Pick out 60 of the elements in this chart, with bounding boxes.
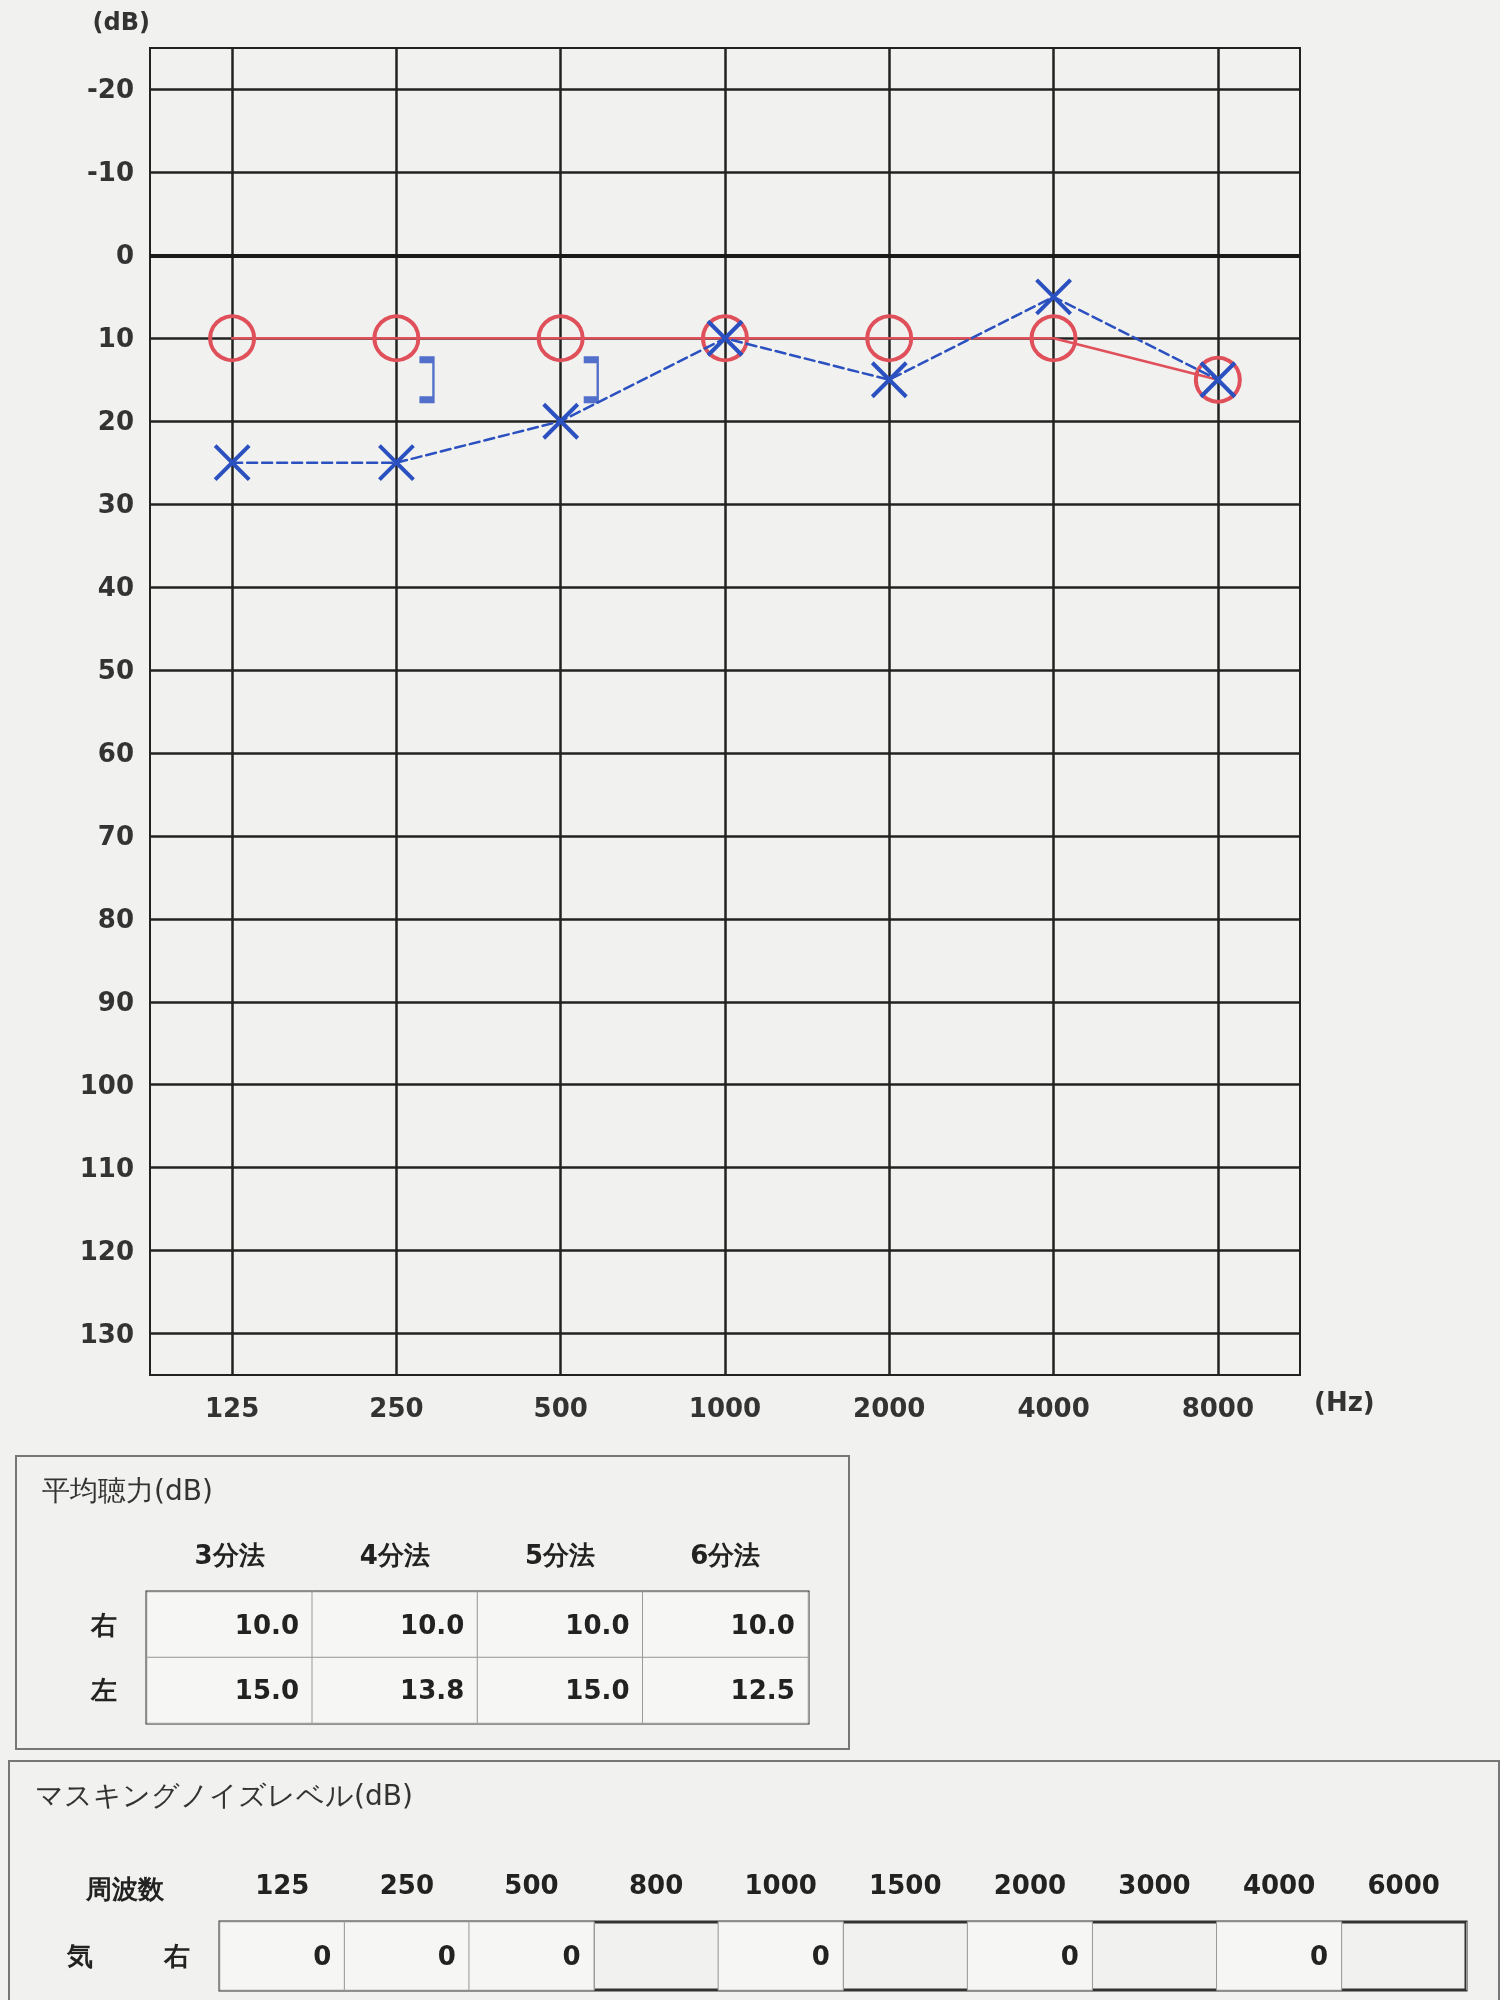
data-label: 0: [313, 1941, 332, 1971]
y-axis-title: 気: [66, 1941, 93, 1971]
x-tick-label: 250: [369, 1393, 424, 1423]
chart-title: 平均聴力(dB): [42, 1473, 213, 1507]
y-tick-label: 右: [163, 1941, 190, 1971]
x-tick-label: 1000: [744, 1870, 817, 1900]
x-tick-label: 4000: [1242, 1870, 1316, 1900]
y-tick-label: 右: [90, 1609, 117, 1640]
y-tick-label: 左: [90, 1675, 117, 1706]
y-tick-label: 30: [97, 489, 134, 520]
y-tick-label: -20: [87, 74, 134, 105]
x-tick-label: 500: [504, 1870, 559, 1900]
x-axis-title: (Hz): [1314, 1387, 1375, 1417]
y-tick-label: 50: [97, 655, 134, 686]
data-label: 0: [1310, 1941, 1329, 1971]
x-tick-label: 2000: [993, 1870, 1067, 1900]
x-tick-label: 4000: [1017, 1393, 1090, 1423]
y-tick-label: 20: [97, 406, 134, 437]
y-tick-label: 110: [79, 1152, 134, 1183]
y-tick-label: 90: [97, 986, 134, 1017]
data-label: 0: [562, 1941, 581, 1971]
y-tick-label: 130: [79, 1318, 134, 1349]
y-tick-label: 0: [115, 240, 134, 271]
x-tick-label: 125: [255, 1870, 310, 1900]
x-tick-label: 6000: [1367, 1870, 1440, 1900]
y-tick-label: 60: [97, 737, 134, 768]
x-tick-label: 4分法: [359, 1540, 430, 1570]
data-label: 10.0: [565, 1609, 630, 1640]
y-tick-label: 10: [97, 323, 134, 354]
data-label: 15.0: [234, 1675, 299, 1706]
data-label: 0: [1060, 1941, 1079, 1971]
y-tick-label: 80: [97, 903, 134, 934]
x-tick-label: 1500: [869, 1870, 942, 1900]
x-tick-label: 3000: [1118, 1870, 1191, 1900]
x-tick-label: 5分法: [525, 1540, 596, 1570]
y-tick-label: 70: [97, 820, 134, 851]
y-tick-label: 120: [79, 1235, 134, 1266]
data-label: 0: [811, 1941, 830, 1971]
x-tick-label: 500: [533, 1393, 588, 1423]
data-label: 10.0: [730, 1609, 795, 1640]
x-tick-label: 6分法: [690, 1540, 761, 1570]
data-label: 10.0: [234, 1609, 299, 1640]
x-tick-label: 800: [628, 1870, 684, 1900]
data-label: 12.5: [730, 1675, 795, 1706]
x-tick-label: 250: [379, 1870, 435, 1900]
x-tick-label: 2000: [853, 1393, 926, 1423]
y-tick-label: 100: [79, 1069, 134, 1100]
x-axis-title: 周波数: [85, 1874, 165, 1904]
y-tick-label: -10: [87, 157, 134, 188]
y-tick-label: 40: [97, 572, 134, 603]
data-label: 13.8: [400, 1675, 465, 1706]
x-tick-label: 125: [205, 1393, 260, 1423]
x-tick-label: 3分法: [194, 1540, 265, 1570]
data-label: 10.0: [400, 1609, 465, 1640]
y-axis-title: (dB): [92, 8, 150, 36]
data-label: 15.0: [565, 1675, 630, 1706]
x-tick-label: 8000: [1181, 1393, 1255, 1423]
x-tick-label: 1000: [688, 1393, 762, 1423]
chart-title: マスキングノイズレベル(dB): [35, 1778, 413, 1812]
data-label: 0: [437, 1941, 456, 1971]
